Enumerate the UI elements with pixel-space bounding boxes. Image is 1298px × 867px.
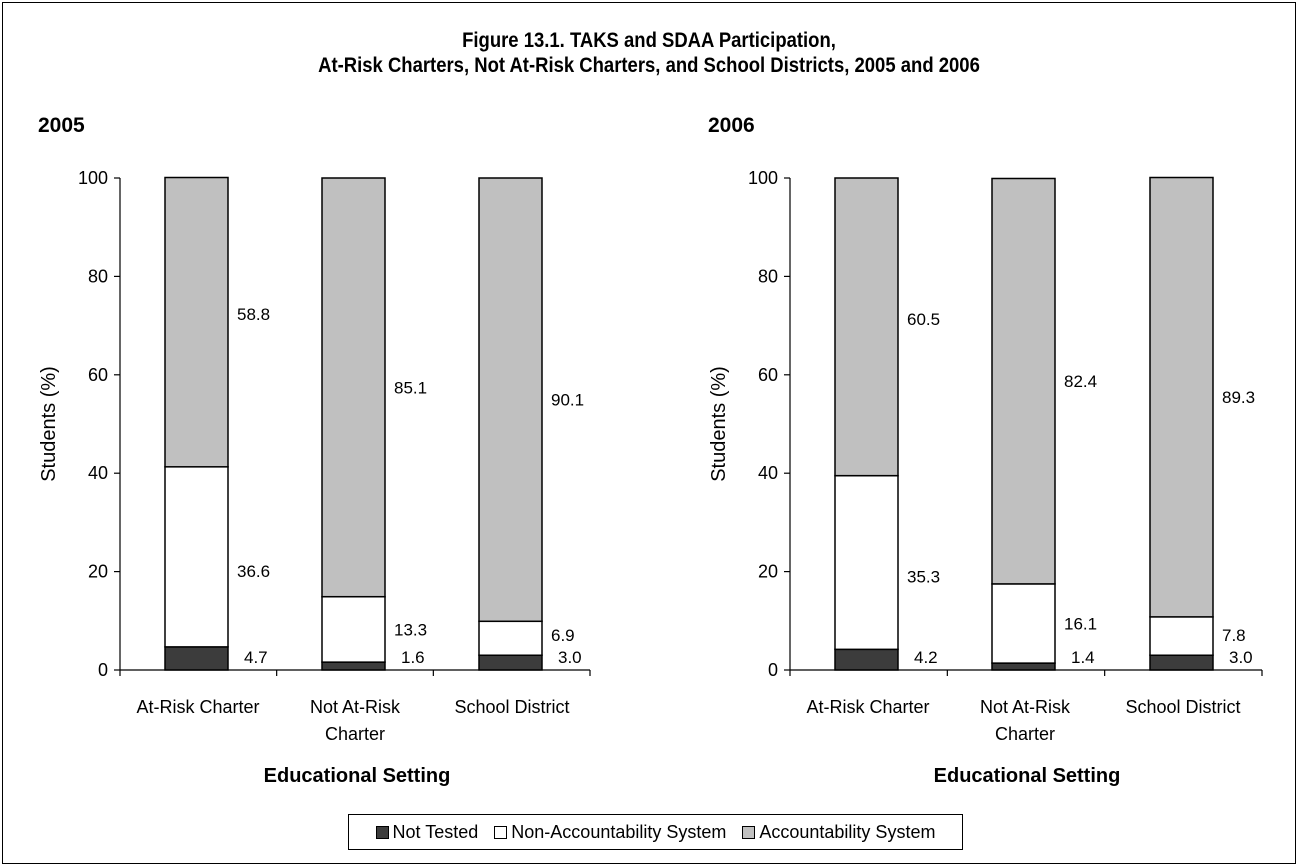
legend-item-not-tested: Not Tested [375, 821, 479, 843]
panel-2006-y-tick-label: 40 [758, 463, 778, 483]
panel-2006-data-label-not-tested: 1.4 [1071, 648, 1095, 667]
panel-2006-bar-not-tested-0 [834, 648, 899, 671]
panel-2005-data-label-not-tested: 1.6 [401, 648, 425, 667]
panel-2006-data-label-accountability: 89.3 [1222, 388, 1255, 407]
panel-2005-bar-non-accountability-system-2 [478, 620, 543, 656]
panel-2005-data-label-not-tested: 3.0 [558, 648, 582, 667]
panel-2005-bar-non-accountability-system-0 [164, 466, 229, 648]
legend-swatch-accountability [742, 825, 756, 839]
panel-2005-y-tick-label: 0 [98, 660, 108, 680]
panel-2006-y-tick-label: 0 [768, 660, 778, 680]
panel-2005-bar-accountability-system-2 [478, 177, 543, 623]
panel-2006-data-label-accountability: 60.5 [907, 310, 940, 329]
panel-2005-category-label: At-Risk Charter [136, 697, 259, 717]
panel-2005-bar-non-accountability-system-1 [321, 595, 386, 663]
panel-2005-data-label-non-accountability: 6.9 [551, 626, 575, 645]
legend-item-accountability: Accountability System [742, 822, 935, 843]
panel-2005-data-label-non-accountability: 36.6 [237, 562, 270, 581]
panel-2005-data-label-accountability: 85.1 [394, 378, 427, 397]
panel-2005-bar-not-tested-0 [164, 646, 229, 671]
panel-2005-bar-not-tested-1 [321, 661, 386, 671]
panel-2005-y-axis-label: Students (%) [38, 366, 60, 482]
panel-2006-data-label-not-tested: 4.2 [914, 648, 938, 667]
panel-2006-bar-not-tested-2 [1149, 654, 1214, 671]
panel-2005-data-label-accountability: 90.1 [551, 391, 584, 410]
panel-2005-bar-accountability-system-0 [164, 176, 229, 468]
panel-2006-category-label: Not At-Risk [980, 697, 1071, 717]
panel-2005-y-tick-label: 100 [78, 168, 108, 188]
panel-2005-y-tick-label: 40 [88, 463, 108, 483]
panel-2006-y-axis-label: Students (%) [708, 366, 730, 482]
legend-item-non-accountability: Non-Accountability System [494, 822, 726, 843]
panel-2006-data-label-accountability: 82.4 [1064, 372, 1097, 391]
panel-2006-y-tick-label: 20 [758, 562, 778, 582]
panel-2005-y-tick-label: 20 [88, 562, 108, 582]
panel-2005-data-label-non-accountability: 13.3 [394, 620, 427, 639]
panel-2006-bar-accountability-system-0 [834, 177, 899, 477]
figure-title-line-2: At-Risk Charters, Not At-Risk Charters, … [318, 54, 980, 77]
panel-2006-x-axis-label: Educational Setting [934, 765, 1121, 787]
panel-2006-y-tick-label: 100 [748, 168, 778, 188]
legend-swatch-non-accountability [494, 825, 508, 839]
panel-2006-bar-non-accountability-system-2 [1149, 616, 1214, 656]
panel-2005-title: 2005 [38, 114, 85, 137]
panel-2005-bar-not-tested-2 [478, 654, 543, 671]
panel-2005-x-axis-label: Educational Setting [264, 765, 451, 787]
panel-2006-y-tick-label: 60 [758, 365, 778, 385]
legend-swatch-not-tested [375, 825, 389, 839]
panel-2006-data-label-non-accountability: 35.3 [907, 567, 940, 586]
panel-2006-title: 2006 [708, 114, 755, 137]
panel-2006-category-label: At-Risk Charter [806, 697, 929, 717]
legend-label-accountability: Accountability System [759, 821, 936, 842]
panel-2006-category-label: School District [1125, 697, 1240, 717]
legend: Not Tested Non-Accountability System Acc… [348, 814, 963, 850]
panel-2005-category-label: Not At-Risk [310, 697, 401, 717]
panel-2006-data-label-not-tested: 3.0 [1229, 648, 1253, 667]
figure-title-line-1: Figure 13.1. TAKS and SDAA Participation… [462, 29, 836, 52]
panel-2005-category-label: Charter [325, 724, 385, 744]
panel-2005-y-tick-label: 80 [88, 266, 108, 286]
figure-title: Figure 13.1. TAKS and SDAA Participation… [78, 28, 1220, 78]
panel-2006-data-label-non-accountability: 7.8 [1222, 626, 1246, 645]
panel-2006-bar-not-tested-1 [991, 662, 1056, 671]
panel-2005-data-label-accountability: 58.8 [237, 305, 270, 324]
panel-2006-bar-non-accountability-system-1 [991, 583, 1056, 664]
panel-2006-bar-accountability-system-1 [991, 177, 1056, 585]
panel-2006-bar-accountability-system-2 [1149, 176, 1214, 618]
legend-label-non-accountability: Non-Accountability System [511, 821, 727, 842]
panel-2005-category-label: School District [454, 697, 569, 717]
panel-2005-y-tick-label: 60 [88, 365, 108, 385]
panel-2006-bar-non-accountability-system-0 [834, 474, 899, 651]
panel-2006-y-tick-label: 80 [758, 266, 778, 286]
legend-label-not-tested: Not Tested [392, 821, 479, 842]
panel-2006-category-label: Charter [995, 724, 1055, 744]
panel-2005-data-label-not-tested: 4.7 [244, 648, 268, 667]
panel-2005-bar-accountability-system-1 [321, 177, 386, 598]
panel-2006-data-label-non-accountability: 16.1 [1064, 615, 1097, 634]
